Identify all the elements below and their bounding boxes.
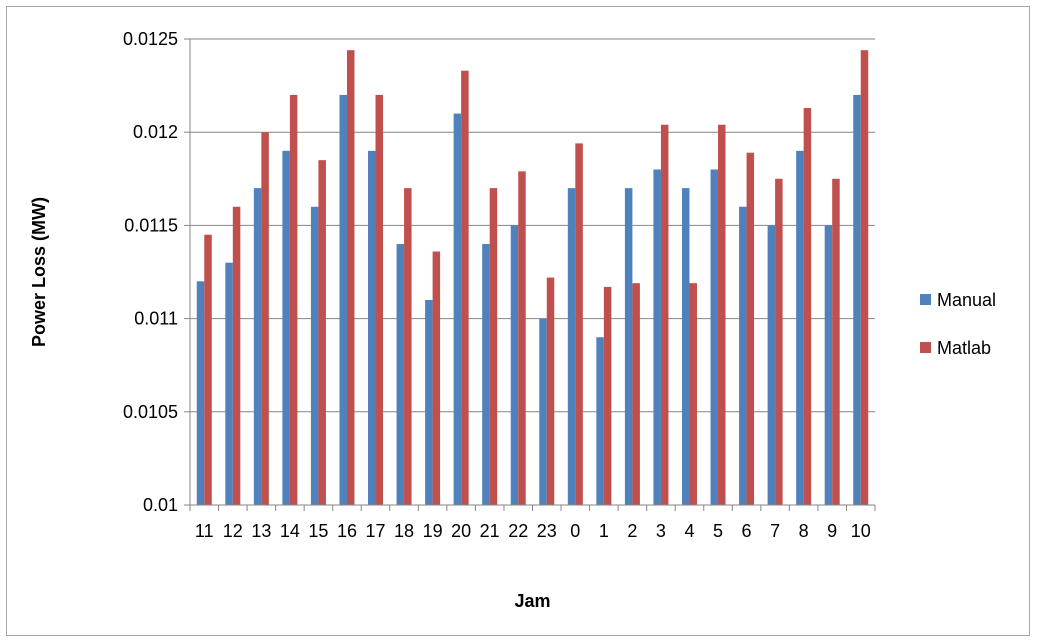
bar-manual-9 <box>824 225 833 505</box>
x-tick-label: 13 <box>251 521 271 541</box>
bar-matlab-10 <box>860 50 869 506</box>
legend-label-matlab: Matlab <box>937 338 991 358</box>
bar-manual-18 <box>396 244 405 506</box>
bar-matlab-6 <box>746 152 755 506</box>
x-tick-label: 21 <box>480 521 500 541</box>
bar-manual-19 <box>425 299 433 505</box>
legend-swatch-matlab <box>920 342 931 353</box>
bar-matlab-16 <box>346 50 355 506</box>
bar-matlab-8 <box>803 107 812 505</box>
bar-manual-16 <box>339 94 347 506</box>
legend: Manual Matlab <box>920 290 996 358</box>
chart-frame: 0.01 0.0105 0.011 0.0115 0.012 0.0125 11 12 13 1… <box>6 6 1030 636</box>
legend-label-manual: Manual <box>937 290 996 310</box>
bar-matlab-5 <box>718 124 726 505</box>
bar-manual-17 <box>368 150 376 505</box>
bar-manual-6 <box>739 206 747 505</box>
bar-matlab-1 <box>603 286 612 505</box>
bar-matlab-13 <box>261 132 269 505</box>
x-tick-labels: 11 12 13 14 15 16 17 18 19 20 21 22 23 0 1 2 3 4 5 6 7 8 9 10 <box>195 521 871 541</box>
y-tick-labels: 0.01 0.0105 0.011 0.0115 0.012 0.0125 <box>123 29 178 515</box>
x-tick-label: 1 <box>599 521 609 541</box>
x-tick-label: 15 <box>308 521 328 541</box>
x-tick-label: 7 <box>770 521 780 541</box>
x-tick-label: 2 <box>627 521 637 541</box>
bar-manual-8 <box>796 150 804 505</box>
bar-matlab-12 <box>232 206 241 505</box>
bar-matlab-14 <box>289 94 298 506</box>
x-tick-label: 23 <box>537 521 557 541</box>
bar-manual-10 <box>853 94 861 506</box>
x-tick-label: 9 <box>827 521 837 541</box>
x-tick-label: 3 <box>656 521 666 541</box>
bar-matlab-20 <box>461 70 469 506</box>
y-tick-label: 0.011 <box>134 309 178 329</box>
x-tick-label: 8 <box>799 521 809 541</box>
x-tick-label: 16 <box>337 521 357 541</box>
bar-matlab-21 <box>489 188 498 505</box>
x-tick-label: 22 <box>508 521 528 541</box>
x-tick-label: 10 <box>851 521 871 541</box>
bar-manual-15 <box>310 206 319 505</box>
bar-manual-21 <box>482 244 490 506</box>
bar-manual-7 <box>767 225 776 505</box>
bar-matlab-19 <box>432 251 441 505</box>
y-tick-label: 0.01 <box>143 495 178 515</box>
bar-manual-5 <box>710 169 719 506</box>
bar-manual-11 <box>196 281 205 505</box>
y-tick-label: 0.0105 <box>123 402 178 422</box>
bar-matlab-22 <box>518 171 526 505</box>
bar-manual-20 <box>453 113 462 505</box>
x-tick-label: 19 <box>423 521 443 541</box>
x-tick-label: 4 <box>684 521 694 541</box>
x-tick-label: 5 <box>713 521 723 541</box>
bar-manual-3 <box>653 169 661 506</box>
bar-matlab-7 <box>775 178 783 506</box>
bar-matlab-3 <box>660 124 669 505</box>
bar-matlab-23 <box>546 277 555 505</box>
x-tick-label: 14 <box>280 521 300 541</box>
bar-matlab-0 <box>575 143 583 505</box>
axes <box>184 38 876 511</box>
bar-manual-23 <box>539 318 547 505</box>
bar-manual-14 <box>282 150 290 505</box>
bar-manual-0 <box>567 188 576 505</box>
bar-manual-13 <box>253 188 262 505</box>
x-tick-label: 17 <box>366 521 386 541</box>
x-tick-label: 11 <box>195 521 214 541</box>
bar-matlab-15 <box>318 160 326 505</box>
bar-matlab-18 <box>404 188 412 505</box>
bar-manual-4 <box>681 188 690 505</box>
y-tick-label: 0.0125 <box>123 29 178 49</box>
bar-matlab-17 <box>375 94 384 506</box>
y-tick-label: 0.012 <box>133 122 178 142</box>
legend-swatch-manual <box>920 294 931 305</box>
bar-manual-2 <box>624 188 633 505</box>
x-tick-label: 12 <box>223 521 243 541</box>
bar-matlab-2 <box>632 283 640 505</box>
y-axis-title: Power Loss (MW) <box>29 197 49 347</box>
gridlines <box>190 38 875 413</box>
bar-manual-22 <box>510 225 519 505</box>
x-tick-label: 20 <box>451 521 471 541</box>
x-axis-title: Jam <box>514 591 550 611</box>
y-tick-label: 0.0115 <box>124 215 178 235</box>
x-tick-label: 6 <box>742 521 752 541</box>
bar-matlab-9 <box>832 178 840 506</box>
x-tick-label: 18 <box>394 521 414 541</box>
bar-matlab-11 <box>204 234 212 505</box>
bar-manual-12 <box>225 262 233 505</box>
bar-manual-1 <box>596 337 604 505</box>
bars <box>196 50 869 506</box>
bar-matlab-4 <box>689 283 697 505</box>
x-tick-label: 0 <box>570 521 580 541</box>
